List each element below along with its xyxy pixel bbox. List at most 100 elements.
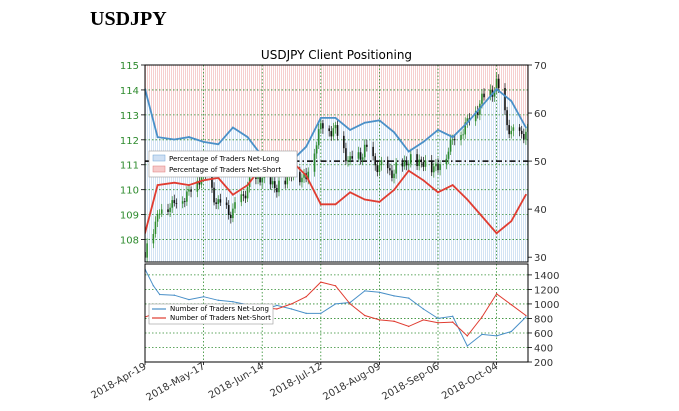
data-point [305,312,307,315]
data-point [232,126,234,129]
candle-body [483,93,485,98]
candle-body [460,134,462,140]
data-point [188,298,190,301]
data-point [481,215,483,218]
candle-body [409,154,412,164]
date-tick-label: 2018-May-17 [145,361,208,403]
percent-tick-label: 60 [534,109,547,120]
data-point [393,295,395,297]
candle-body [156,213,159,222]
percent-tick-label: 70 [534,61,547,72]
candle-body [506,110,508,126]
data-point [466,335,469,337]
top-legend: Percentage of Traders Net-Long Percentage… [148,150,298,178]
data-point [363,198,366,201]
candle-body [351,156,353,159]
candle-body [462,134,464,136]
data-point [481,316,483,318]
candle-body [424,160,427,167]
sentiment-shading [145,65,528,262]
candle-body [430,160,433,173]
candle-body [160,209,163,214]
price-tick-label: 111 [120,161,139,172]
candle-body [386,160,389,169]
candle-body [391,170,393,179]
data-point [217,177,220,179]
data-point [378,291,381,294]
top-legend-box [148,150,298,178]
data-point [217,143,220,146]
candle-body [374,156,377,166]
candle-body [420,159,423,163]
data-point [364,314,366,317]
data-point [173,181,176,184]
candle-body [416,154,418,167]
candle-body [257,176,259,180]
data-point [466,198,469,201]
data-point [305,174,308,177]
candle-body [363,144,366,158]
data-point [334,116,337,119]
data-point [363,121,366,124]
candle-body [449,139,452,152]
candle-body [173,200,176,204]
candle-body [158,213,161,215]
candle-body [217,199,220,205]
date-tick-label: 2018-Apr-19 [89,361,148,401]
candle-body [186,191,188,202]
data-point [378,119,381,122]
candle-body [211,175,213,188]
top-grid [145,65,528,262]
percent-tick-label: 50 [534,157,547,168]
data-point [202,179,205,182]
candle-body [303,173,305,178]
candle-body [418,159,420,167]
data-point [202,140,205,143]
data-point [156,136,159,138]
candle-body [313,153,316,172]
data-point [510,100,513,102]
data-point [466,345,469,347]
legend-label-net-short: Percentage of Traders Net-Short [169,166,281,174]
count-tick-label: 600 [534,329,553,340]
data-point [451,136,454,138]
data-point [451,315,454,317]
candle-body [169,207,171,212]
candle-body [510,130,513,135]
candle-body [357,152,360,159]
candle-body [512,127,515,131]
data-point [320,281,322,283]
candle-body [259,176,261,183]
candle-body [213,187,215,203]
net-long-series [145,87,527,163]
candle-body [198,180,201,185]
data-point [495,335,498,337]
candle-body [445,158,448,165]
candle-body [175,203,178,204]
data-point [188,136,190,138]
data-point [319,203,322,206]
data-point [393,320,395,323]
count-tick-label: 1000 [534,300,559,311]
data-point [246,136,249,138]
candle-body [284,180,287,185]
candle-body [234,202,236,209]
legend-label-net-long-count: Number of Traders Net-Long [170,305,269,313]
candle-body [525,131,527,140]
candle-body [359,152,362,160]
price-tick-label: 109 [120,211,139,222]
data-point [319,116,322,119]
data-point [378,319,381,321]
data-point [408,325,410,328]
price-axis: 108 109 110 111 112 113 114 115 [120,61,145,247]
candle-body [230,214,232,219]
data-point [378,201,381,203]
candle-body [378,165,381,173]
net-long-count-line [145,268,527,347]
candle-body [322,123,324,129]
data-point [525,314,527,317]
page-title: USDJPY [90,8,167,30]
data-point [158,293,161,296]
candle-body [315,145,318,154]
